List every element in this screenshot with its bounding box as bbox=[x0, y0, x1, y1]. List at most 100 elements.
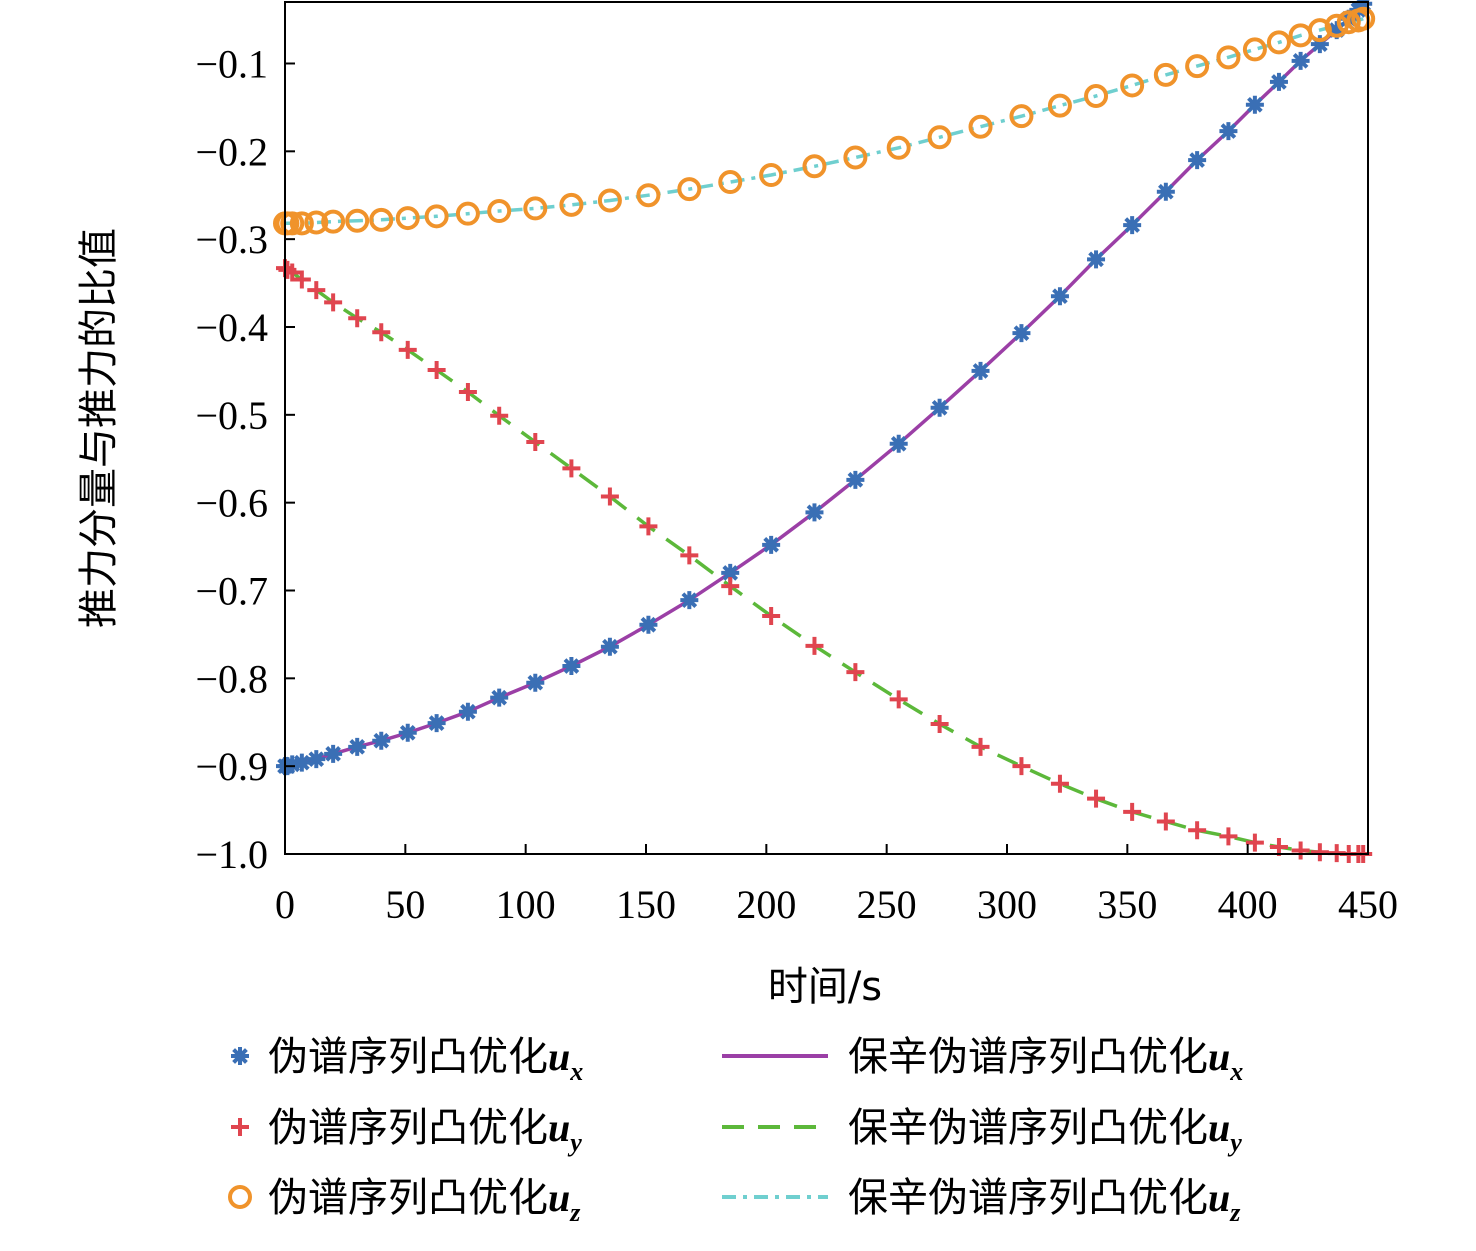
data-point bbox=[372, 323, 391, 342]
y-tick-label: −0.2 bbox=[195, 129, 268, 174]
data-point bbox=[1245, 833, 1264, 852]
data-point bbox=[846, 663, 865, 682]
y-tick-label: −0.3 bbox=[195, 217, 268, 262]
data-point bbox=[759, 163, 784, 188]
x-tick-label: 0 bbox=[275, 882, 295, 927]
legend-label: 伪谱序列凸优化uz bbox=[268, 1175, 581, 1227]
data-point bbox=[718, 170, 743, 195]
legend-item-z-line: 保辛伪谱序列凸优化uz bbox=[722, 1175, 1241, 1227]
data-point bbox=[427, 714, 446, 733]
data-point bbox=[597, 188, 622, 213]
x-tick-label: 200 bbox=[736, 882, 796, 927]
data-point bbox=[930, 398, 949, 417]
data-point bbox=[292, 753, 311, 772]
x-tick-label: 150 bbox=[616, 882, 676, 927]
data-point bbox=[280, 211, 305, 236]
legend-item-y-markers: 伪谱序列凸优化uy bbox=[231, 1105, 582, 1157]
data-point bbox=[559, 192, 584, 217]
legend-item-z-markers: 伪谱序列凸优化uz bbox=[228, 1175, 581, 1227]
legend-item-x-markers: 伪谱序列凸优化ux bbox=[231, 1034, 583, 1086]
data-point bbox=[636, 183, 661, 208]
data-point bbox=[1012, 324, 1031, 343]
legend: 伪谱序列凸优化ux 保辛伪谱序列凸优化ux 伪谱序列凸优化uy 保辛伪谱序列凸优化uy… bbox=[228, 1034, 1243, 1227]
series-z-markers bbox=[273, 6, 1376, 236]
series-z-line bbox=[285, 17, 1364, 226]
data-point bbox=[526, 673, 545, 692]
y-tick-label: −0.1 bbox=[195, 41, 268, 86]
data-point bbox=[307, 750, 326, 769]
data-point bbox=[490, 688, 509, 707]
data-point bbox=[1123, 216, 1142, 235]
data-point bbox=[304, 210, 329, 235]
data-point bbox=[1012, 757, 1031, 776]
data-point bbox=[1153, 62, 1178, 87]
data-point bbox=[1310, 35, 1329, 54]
data-point bbox=[345, 208, 370, 233]
data-point bbox=[283, 263, 302, 282]
data-point bbox=[1156, 182, 1175, 201]
data-point bbox=[600, 487, 619, 506]
data-point bbox=[1219, 122, 1238, 141]
data-point bbox=[372, 731, 391, 750]
data-point bbox=[526, 433, 545, 452]
data-point bbox=[1269, 72, 1288, 91]
series-line bbox=[283, 266, 1364, 856]
data-point bbox=[721, 563, 740, 582]
x-axis-title: 时间/s bbox=[768, 964, 882, 1010]
plot-frame bbox=[284, 1, 1369, 855]
data-point bbox=[1219, 827, 1238, 846]
x-tick-label: 250 bbox=[857, 882, 917, 927]
y-axis-title: 推力分量与推力的比值 bbox=[76, 228, 122, 628]
data-point bbox=[1351, 6, 1376, 31]
legend-label: 伪谱序列凸优化ux bbox=[268, 1034, 583, 1086]
data-point bbox=[805, 636, 824, 655]
data-point bbox=[762, 606, 781, 625]
data-point bbox=[395, 206, 420, 231]
data-point bbox=[455, 201, 480, 226]
data-point bbox=[927, 125, 952, 150]
data-point bbox=[523, 196, 548, 221]
data-point bbox=[348, 737, 367, 756]
y-tick-label: −0.6 bbox=[195, 481, 268, 526]
x-tick-label: 300 bbox=[977, 882, 1037, 927]
legend-label: 保辛伪谱序列凸优化uz bbox=[848, 1175, 1241, 1227]
x-tick-label: 100 bbox=[496, 882, 556, 927]
data-point bbox=[307, 281, 326, 300]
data-point bbox=[1185, 54, 1210, 79]
data-point bbox=[1120, 73, 1145, 98]
data-point bbox=[369, 207, 394, 232]
data-point bbox=[1123, 802, 1142, 821]
data-point bbox=[889, 690, 908, 709]
series-y-markers bbox=[276, 259, 1373, 863]
y-tick-label: −0.9 bbox=[195, 744, 268, 789]
data-point bbox=[1156, 812, 1175, 831]
data-point bbox=[968, 114, 993, 139]
data-point bbox=[1291, 51, 1310, 70]
data-point bbox=[1245, 95, 1264, 114]
data-point bbox=[562, 657, 581, 676]
data-point bbox=[321, 209, 346, 234]
legend-marker bbox=[228, 1185, 252, 1209]
legend-label: 保辛伪谱序列凸优化ux bbox=[848, 1034, 1243, 1086]
data-point bbox=[1327, 21, 1346, 40]
y-tick-label: −0.4 bbox=[195, 305, 268, 350]
data-point bbox=[1291, 841, 1310, 860]
data-point bbox=[292, 270, 311, 289]
data-point bbox=[680, 591, 699, 610]
data-point bbox=[398, 723, 417, 742]
x-tick-label: 350 bbox=[1097, 882, 1157, 927]
data-point bbox=[1266, 30, 1291, 55]
legend-marker bbox=[231, 1118, 249, 1136]
data-point bbox=[639, 615, 658, 634]
data-point bbox=[424, 204, 449, 229]
data-point bbox=[490, 406, 509, 425]
data-point bbox=[930, 715, 949, 734]
data-point bbox=[398, 340, 417, 359]
data-point bbox=[677, 177, 702, 202]
y-tick-label: −0.5 bbox=[195, 393, 268, 438]
data-point bbox=[889, 434, 908, 453]
data-point bbox=[1336, 10, 1361, 35]
series-x-markers bbox=[276, 0, 1373, 776]
data-point bbox=[348, 309, 367, 328]
data-point bbox=[1310, 843, 1329, 862]
